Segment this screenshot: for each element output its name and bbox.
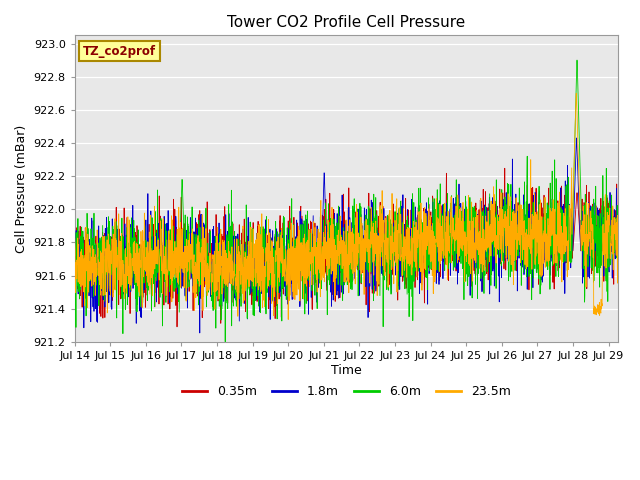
- 0.35m: [197, 258, 205, 264]
- 0.35m: [553, 213, 561, 219]
- 23.5m: [553, 241, 561, 247]
- 1.8m: [553, 214, 561, 219]
- 1.8m: [197, 212, 205, 217]
- 1.8m: [573, 135, 580, 141]
- 6.0m: [614, 250, 621, 255]
- 0.35m: [173, 324, 181, 330]
- Legend: 0.35m, 1.8m, 6.0m, 23.5m: 0.35m, 1.8m, 6.0m, 23.5m: [177, 380, 516, 403]
- 0.35m: [413, 277, 421, 283]
- 1.8m: [71, 287, 79, 293]
- 1.8m: [614, 234, 621, 240]
- 23.5m: [196, 251, 204, 257]
- 0.35m: [71, 288, 79, 294]
- 6.0m: [196, 282, 204, 288]
- 6.0m: [579, 237, 587, 243]
- 0.35m: [454, 234, 461, 240]
- 0.35m: [501, 166, 509, 171]
- Y-axis label: Cell Pressure (mBar): Cell Pressure (mBar): [15, 124, 28, 253]
- Title: Tower CO2 Profile Cell Pressure: Tower CO2 Profile Cell Pressure: [227, 15, 465, 30]
- 23.5m: [614, 280, 621, 286]
- 0.35m: [579, 230, 587, 236]
- 1.8m: [454, 281, 461, 287]
- 23.5m: [454, 260, 461, 266]
- 6.0m: [614, 230, 622, 236]
- 23.5m: [71, 236, 79, 241]
- X-axis label: Time: Time: [331, 364, 362, 377]
- 23.5m: [614, 263, 622, 268]
- 23.5m: [284, 317, 292, 323]
- 1.8m: [413, 229, 421, 235]
- 6.0m: [413, 250, 421, 255]
- Line: 1.8m: 1.8m: [75, 138, 618, 333]
- 6.0m: [553, 263, 561, 268]
- 6.0m: [573, 57, 580, 63]
- 1.8m: [579, 236, 587, 242]
- 1.8m: [196, 330, 204, 336]
- 0.35m: [614, 218, 621, 224]
- Line: 0.35m: 0.35m: [75, 168, 618, 327]
- Line: 23.5m: 23.5m: [75, 93, 618, 320]
- 0.35m: [614, 246, 622, 252]
- 23.5m: [413, 241, 421, 247]
- 23.5m: [579, 233, 587, 239]
- 6.0m: [454, 255, 461, 261]
- 6.0m: [71, 237, 79, 242]
- 23.5m: [572, 90, 580, 96]
- Line: 6.0m: 6.0m: [75, 60, 618, 342]
- 6.0m: [221, 339, 229, 345]
- Text: TZ_co2prof: TZ_co2prof: [83, 45, 156, 58]
- 1.8m: [614, 249, 622, 255]
